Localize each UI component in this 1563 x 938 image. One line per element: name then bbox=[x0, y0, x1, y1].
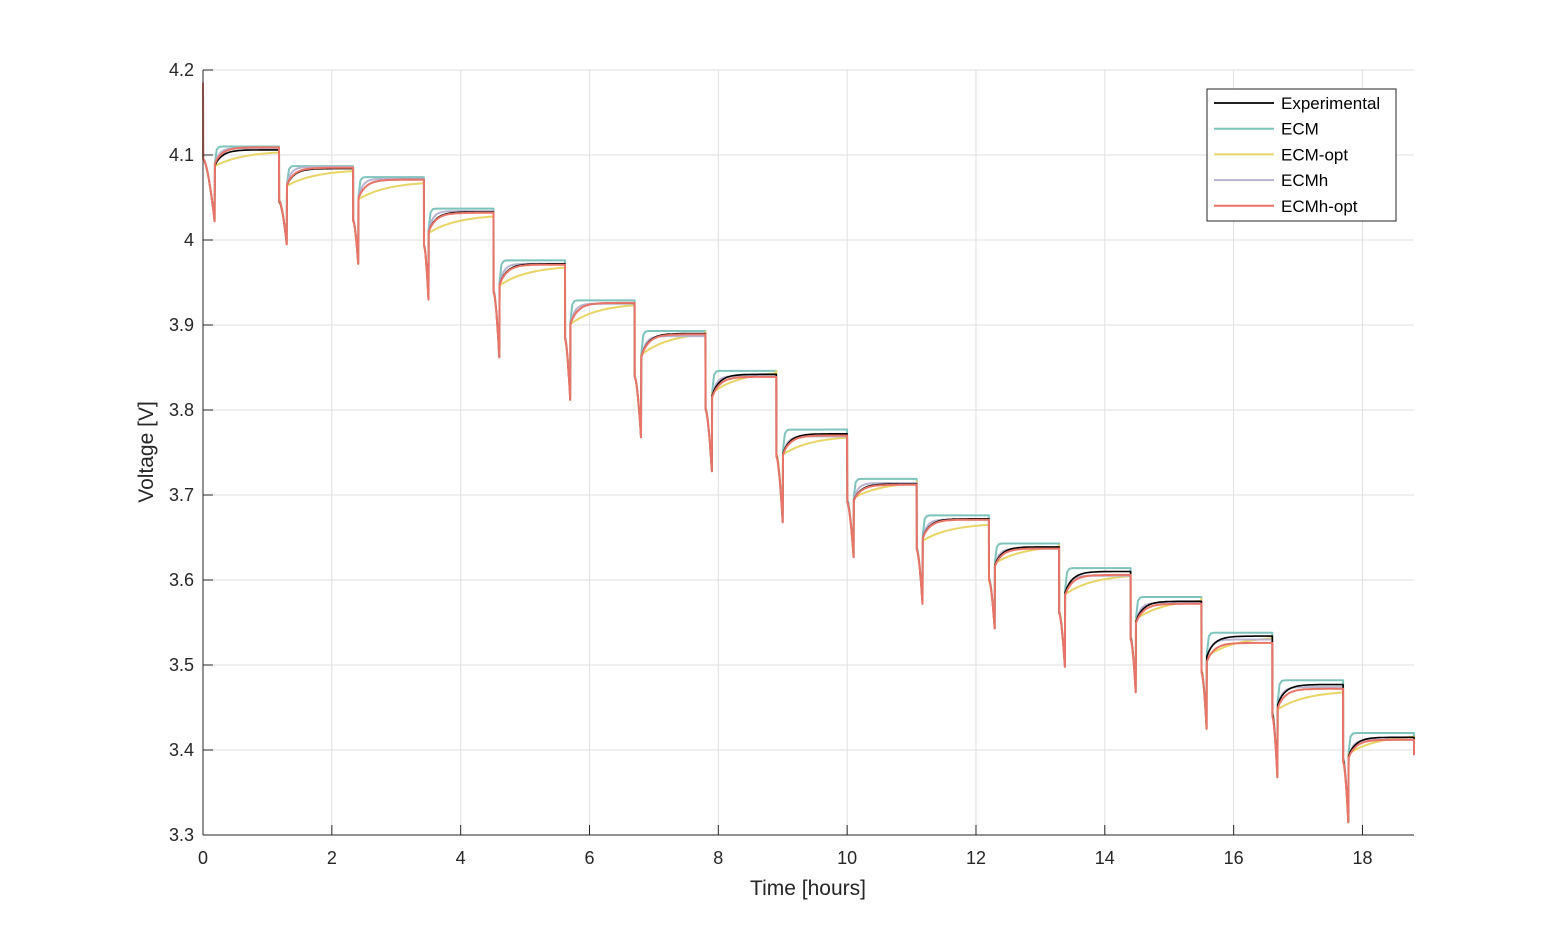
x-tick-label: 10 bbox=[837, 848, 857, 868]
x-tick-label: 0 bbox=[198, 848, 208, 868]
y-tick-label: 3.3 bbox=[169, 825, 194, 845]
series-group bbox=[202, 82, 1415, 824]
x-axis-label: Time [hours] bbox=[750, 877, 866, 900]
legend-label-ecmh: ECMh bbox=[1281, 171, 1328, 190]
x-tick-label: 6 bbox=[584, 848, 594, 868]
y-tick-label: 3.6 bbox=[169, 570, 194, 590]
y-tick-label: 3.7 bbox=[169, 485, 194, 505]
legend: Experimental ECM ECM-opt ECMh ECMh-opt bbox=[1206, 88, 1397, 222]
x-tick-label: 2 bbox=[327, 848, 337, 868]
series-line-ecmh-opt bbox=[202, 82, 1415, 824]
y-tick-label: 4.2 bbox=[169, 60, 194, 80]
x-tick-label: 14 bbox=[1095, 848, 1115, 868]
x-tick-label: 8 bbox=[713, 848, 723, 868]
x-tick-label: 18 bbox=[1352, 848, 1372, 868]
y-tick-label: 3.4 bbox=[169, 740, 194, 760]
legend-label-ecm: ECM bbox=[1281, 120, 1319, 139]
axes bbox=[202, 69, 1414, 836]
y-tick-label: 3.8 bbox=[169, 400, 194, 420]
y-tick-label: 3.5 bbox=[169, 655, 194, 675]
y-axis-label: Voltage [V] bbox=[135, 401, 158, 503]
x-tick-label: 4 bbox=[456, 848, 466, 868]
y-tick-label: 4 bbox=[184, 230, 194, 250]
x-tick-label: 12 bbox=[966, 848, 986, 868]
tick-labels: 0 2 4 6 8 10 12 14 16 18 3.3 3.4 3.5 3.6 3.7 3.8 3.9 4 4.1… bbox=[169, 60, 1373, 868]
x-tick-label: 16 bbox=[1224, 848, 1244, 868]
legend-label-ecmh-opt: ECMh-opt bbox=[1281, 197, 1358, 216]
legend-label-experimental: Experimental bbox=[1281, 94, 1380, 113]
legend-label-ecm-opt: ECM-opt bbox=[1281, 145, 1348, 164]
y-tick-label: 3.9 bbox=[169, 315, 194, 335]
y-tick-label: 4.1 bbox=[169, 145, 194, 165]
